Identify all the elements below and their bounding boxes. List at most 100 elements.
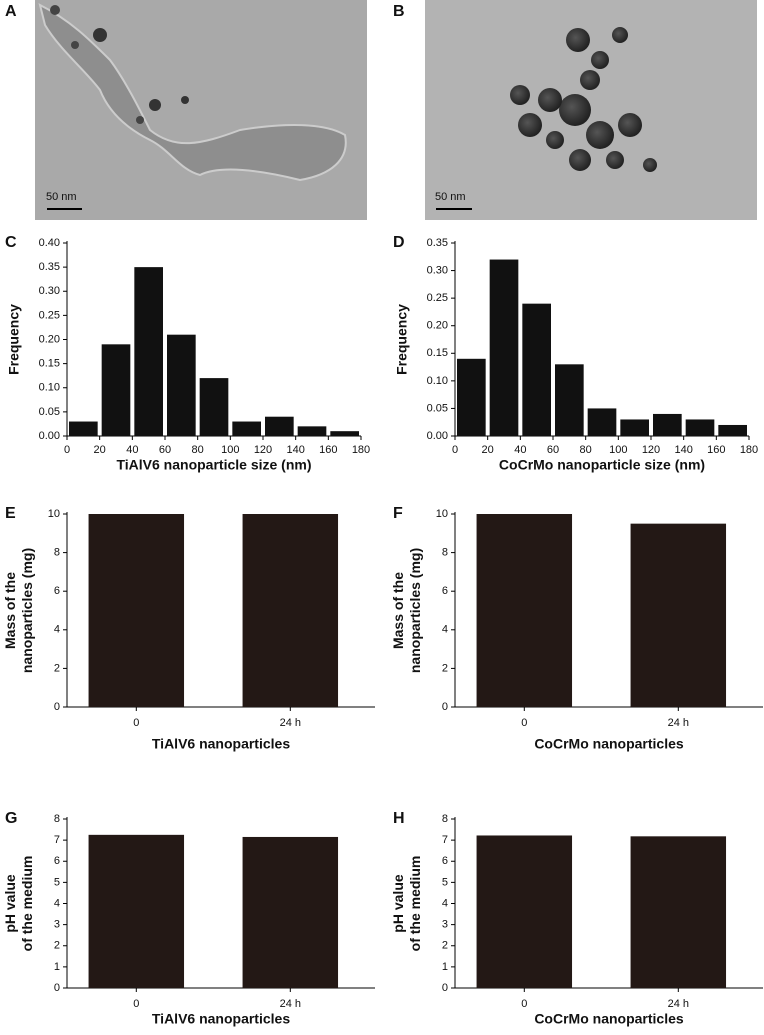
y-axis-title: nanoparticles (mg) (407, 548, 423, 673)
y-tick-label: 0.30 (39, 285, 60, 297)
x-tick-label: 24 h (280, 998, 301, 1010)
histogram-bar (555, 364, 584, 436)
y-tick-label: 10 (48, 508, 60, 520)
histogram-bar (718, 424, 747, 436)
y-tick-label: 2 (442, 940, 448, 952)
y-tick-label: 0.25 (39, 309, 60, 321)
y-tick-label: 6 (442, 585, 448, 597)
bar (476, 835, 573, 988)
histogram-bar (265, 416, 294, 436)
histogram-bar (457, 358, 486, 436)
histogram-bar (199, 378, 229, 436)
x-tick-label: 180 (740, 444, 758, 456)
y-tick-label: 8 (442, 813, 448, 825)
y-tick-label: 0.00 (39, 430, 60, 442)
y-tick-label: 0.20 (427, 320, 448, 332)
y-tick-label: 7 (442, 834, 448, 846)
y-tick-label: 1 (442, 961, 448, 973)
histogram-bar (620, 419, 649, 436)
panel-label: A (5, 3, 17, 20)
x-tick-label: 120 (642, 444, 660, 456)
x-tick-label: 140 (674, 444, 692, 456)
bar (242, 514, 339, 707)
x-tick-label: 160 (707, 444, 725, 456)
y-axis-title: Mass of the (390, 572, 406, 649)
histogram-bar (587, 408, 617, 436)
x-tick-label: 0 (452, 444, 458, 456)
x-tick-label: 60 (547, 444, 559, 456)
tem-image: 50 nm B (393, 0, 757, 220)
y-tick-label: 0 (442, 982, 448, 994)
y-tick-label: 4 (54, 897, 60, 909)
x-tick-label: 180 (352, 444, 370, 456)
bar (630, 523, 727, 707)
y-axis-title: Mass of the (2, 572, 18, 649)
x-axis-title: CoCrMo nanoparticles (534, 736, 684, 752)
panel-label: F (393, 505, 403, 522)
x-tick-label: 100 (221, 444, 239, 456)
x-tick-label: 40 (126, 444, 138, 456)
x-tick-label: 160 (319, 444, 337, 456)
y-tick-label: 2 (54, 662, 60, 674)
bar (88, 834, 185, 988)
x-tick-label: 20 (94, 444, 106, 456)
y-tick-label: 0.05 (427, 402, 448, 414)
x-tick-label: 80 (192, 444, 204, 456)
y-tick-label: 0.20 (39, 333, 60, 345)
y-axis-title: nanoparticles (mg) (19, 548, 35, 673)
panel-label: E (5, 505, 16, 522)
y-axis-title: of the medium (19, 856, 35, 952)
y-tick-label: 0.15 (39, 358, 60, 370)
histogram-bar (167, 334, 196, 436)
x-tick-label: 40 (514, 444, 526, 456)
x-tick-label: 0 (133, 717, 139, 729)
histogram-bar (489, 259, 519, 436)
x-tick-label: 0 (133, 998, 139, 1010)
y-tick-label: 6 (54, 585, 60, 597)
y-tick-label: 0 (54, 982, 60, 994)
scale-bar-label: 50 nm (46, 191, 77, 203)
x-tick-label: 20 (482, 444, 494, 456)
panel-label: C (5, 234, 17, 251)
y-tick-label: 5 (54, 876, 60, 888)
x-tick-label: 60 (159, 444, 171, 456)
histogram-bar (653, 413, 682, 436)
x-tick-label: 24 h (668, 717, 689, 729)
y-tick-label: 7 (54, 834, 60, 846)
x-tick-label: 80 (580, 444, 592, 456)
y-tick-label: 0.30 (427, 264, 448, 276)
histogram-bar (101, 344, 131, 436)
panel-label: H (393, 810, 405, 827)
y-tick-label: 0.10 (39, 382, 60, 394)
x-tick-label: 0 (64, 444, 70, 456)
y-tick-label: 0.15 (427, 347, 448, 359)
histogram-bar (330, 431, 359, 436)
y-tick-label: 0 (54, 701, 60, 713)
y-tick-label: 8 (54, 547, 60, 559)
y-tick-label: 1 (54, 961, 60, 973)
histogram-bar (69, 421, 98, 436)
bar (242, 836, 339, 988)
y-axis-title: pH value (390, 874, 406, 933)
y-tick-label: 10 (436, 508, 448, 520)
y-tick-label: 4 (442, 897, 448, 909)
x-tick-label: 100 (609, 444, 627, 456)
y-tick-label: 2 (54, 940, 60, 952)
y-tick-label: 0.05 (39, 406, 60, 418)
y-tick-label: 4 (54, 624, 60, 636)
y-tick-label: 5 (442, 876, 448, 888)
x-tick-label: 140 (286, 444, 304, 456)
y-tick-label: 0.35 (39, 261, 60, 273)
y-tick-label: 0.00 (427, 430, 448, 442)
tem-image: 50 nm A (5, 0, 367, 220)
x-axis-title: TiAlV6 nanoparticle size (nm) (116, 457, 311, 473)
bar (88, 514, 185, 707)
x-tick-label: 0 (521, 717, 527, 729)
panel-label: D (393, 234, 405, 251)
histogram-bar (297, 426, 327, 436)
x-tick-label: 24 h (280, 717, 301, 729)
histogram-bar (685, 419, 715, 436)
y-axis-title: of the medium (407, 856, 423, 952)
histogram-bar (232, 421, 261, 436)
y-tick-label: 0.35 (427, 237, 448, 249)
